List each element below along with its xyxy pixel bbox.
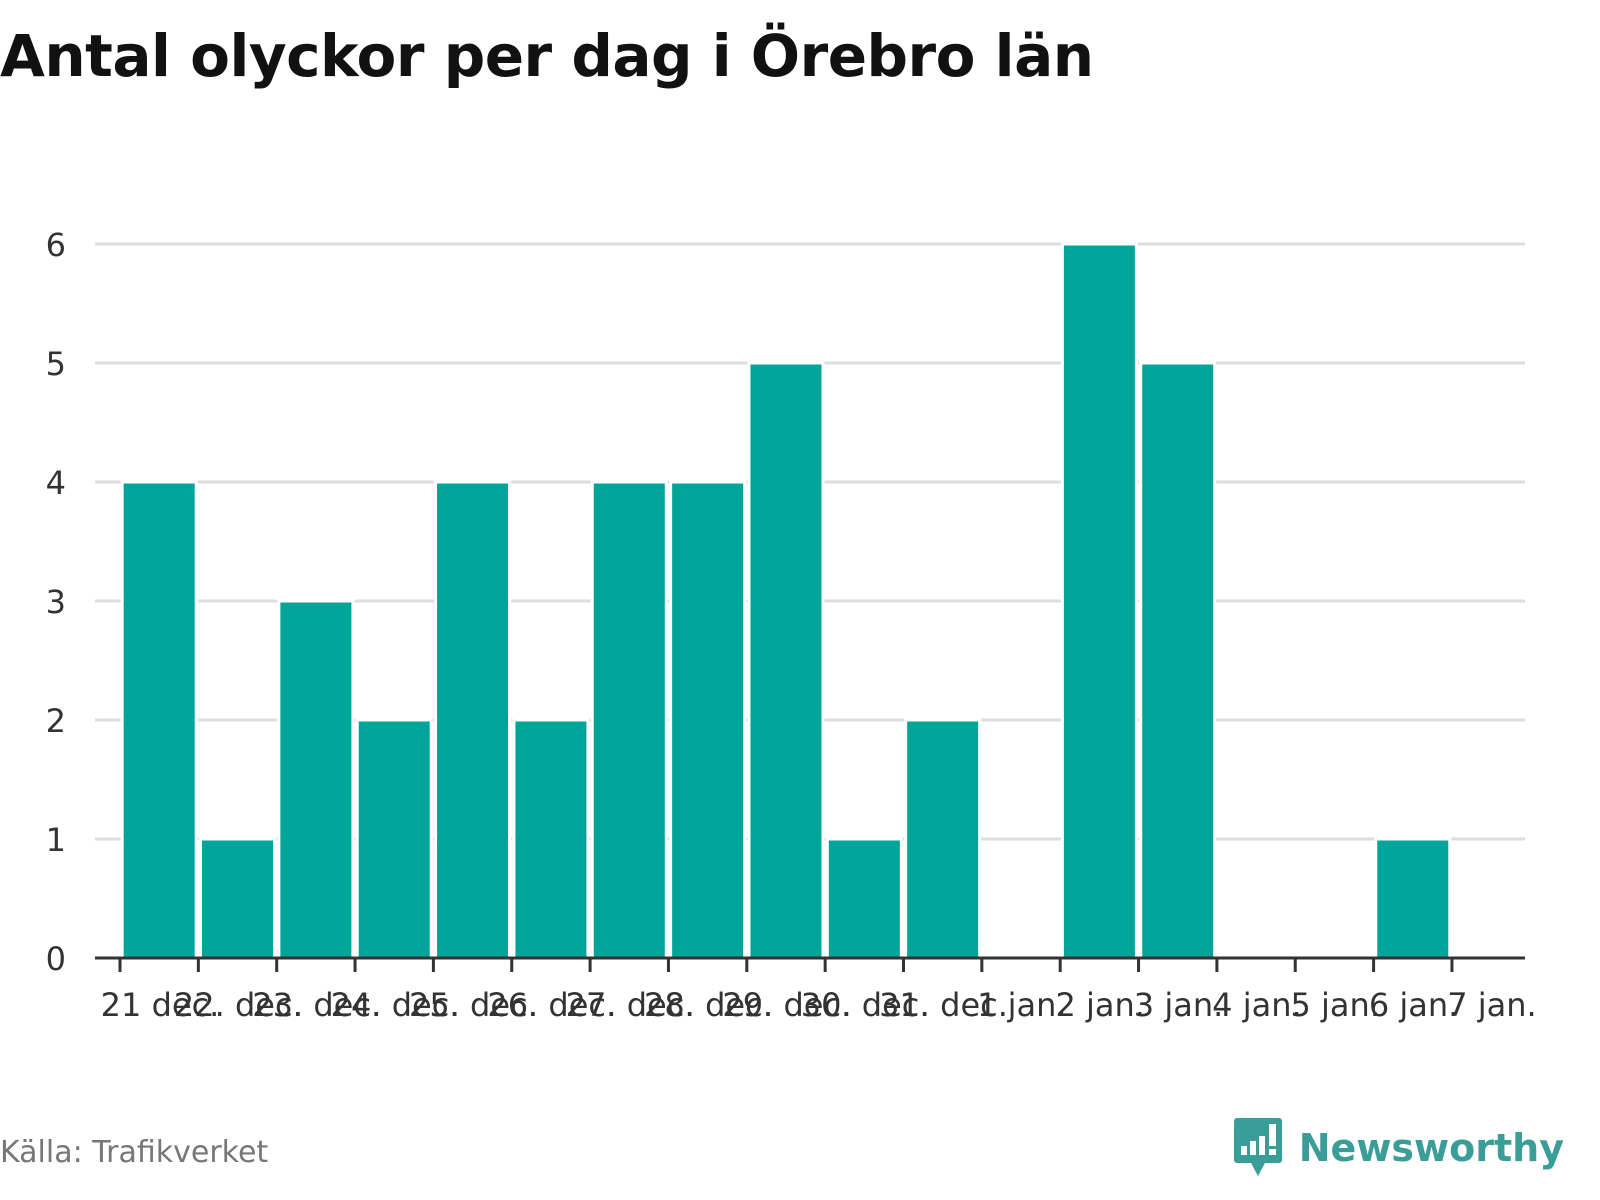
x-tick-label: 2 jan. — [1055, 986, 1144, 1024]
y-tick-label: 1 — [46, 821, 66, 859]
x-tick-label: 28. dec. — [644, 986, 773, 1024]
bar-12 — [1060, 242, 1138, 960]
bar-8 — [747, 361, 825, 960]
bar-16 — [1374, 837, 1452, 960]
newsworthy-logo-icon — [1233, 1118, 1282, 1176]
x-tick-label: 5 jan. — [1291, 986, 1380, 1024]
y-tick-label: 6 — [46, 226, 66, 264]
x-tick-label: 1 jan. — [977, 986, 1066, 1024]
x-tick-label: 25. dec. — [409, 986, 538, 1024]
x-tick-label: 3 jan. — [1134, 986, 1223, 1024]
chart-title: Antal olyckor per dag i Örebro län — [0, 22, 1094, 90]
y-tick-label: 0 — [46, 940, 66, 978]
y-axis-tick-labels: 0 1 2 3 4 5 6 — [46, 226, 66, 978]
x-tick-label: 23. dec. — [252, 986, 381, 1024]
brand-name: Newsworthy — [1298, 1126, 1564, 1170]
bar-6 — [590, 480, 668, 960]
x-tick-label: 6 jan. — [1369, 986, 1458, 1024]
source-note: Källa: Trafikverket — [0, 1135, 269, 1170]
bar-13 — [1139, 361, 1217, 960]
x-tick-label: 27. dec. — [566, 986, 695, 1024]
bars — [120, 242, 1452, 960]
brand: Newsworthy — [1233, 1116, 1564, 1180]
bar-0 — [120, 480, 198, 960]
x-tick-label: 4 jan. — [1212, 986, 1301, 1024]
bar-7 — [669, 480, 747, 960]
y-tick-label: 2 — [46, 702, 66, 740]
bar-9 — [825, 837, 903, 960]
bar-2 — [277, 599, 355, 960]
bar-1 — [199, 837, 277, 960]
bar-10 — [904, 718, 982, 960]
bar-3 — [355, 718, 433, 960]
x-tick-label: 30. dec. — [801, 986, 930, 1024]
y-tick-label: 5 — [46, 345, 66, 383]
x-tick-label: 31. dec. — [879, 986, 1008, 1024]
y-tick-label: 4 — [46, 464, 66, 502]
x-tick-label: 26. dec. — [487, 986, 616, 1024]
bar-5 — [512, 718, 590, 960]
x-axis — [95, 956, 1525, 972]
y-tick-label: 3 — [46, 583, 66, 621]
x-tick-label: 22. dec. — [174, 986, 303, 1024]
x-tick-label: 7 jan. — [1447, 986, 1536, 1024]
x-axis-tick-labels: 21 dec.22. dec.23. dec.24. dec.25. dec.2… — [101, 986, 1537, 1024]
x-tick-label: 21 dec. — [101, 986, 220, 1024]
x-tick-label: 29. dec. — [722, 986, 851, 1024]
bar-4 — [434, 480, 512, 960]
x-tick-label: 24. dec. — [331, 986, 460, 1024]
